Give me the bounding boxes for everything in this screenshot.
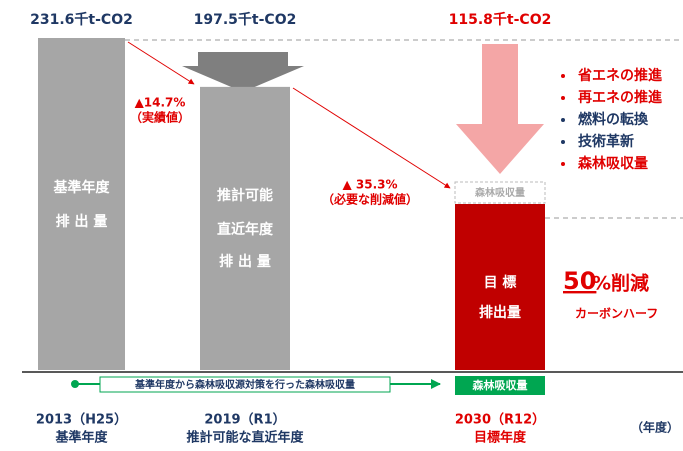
bar-label: 目 標 <box>484 274 517 291</box>
forest-box <box>454 181 546 204</box>
measure-item: 燃料の転換 <box>578 111 649 128</box>
bar-label: 直近年度 <box>217 221 274 238</box>
trend-arrow <box>127 41 195 85</box>
x-tick-label: 2019（R1） <box>204 412 285 428</box>
target-text: %削減 <box>592 272 649 295</box>
bar <box>200 86 290 370</box>
reduction-value: ▲14.7% <box>135 96 186 110</box>
bar-label: 排出量 <box>479 304 521 321</box>
x-tick-label: 2030（R12） <box>455 412 545 428</box>
x-tick-label: 2013（H25） <box>36 412 127 428</box>
value-label: 115.8千t-CO2 <box>449 11 552 28</box>
reduction-note: （必要な削減値） <box>322 192 418 207</box>
measure-item: 省エネの推進 <box>577 67 662 84</box>
measure-item: 技術革新 <box>578 133 634 150</box>
x-tick-sublabel: 基準年度 <box>54 430 108 446</box>
target-subtitle: カーボンハーフ <box>575 306 658 321</box>
bar-label: 推計可能 <box>217 187 273 204</box>
reduction-value: ▲ 35.3% <box>342 178 397 192</box>
forest-arrow-label: 基準年度から森林吸収源対策を行った森林吸収量 <box>134 378 355 391</box>
forest-arrow-box <box>99 376 391 393</box>
reduction-arrow <box>456 44 544 174</box>
reduction-arrow <box>182 52 304 92</box>
x-axis-label: （年度） <box>631 420 679 435</box>
bullet <box>561 74 565 78</box>
forest-box <box>455 376 545 395</box>
forest-label: 森林吸収量 <box>473 378 528 392</box>
measure-item: 森林吸収量 <box>578 155 648 172</box>
value-label: 197.5千t-CO2 <box>194 11 297 28</box>
reduction-note: （実績値） <box>130 110 190 125</box>
bar <box>38 38 125 370</box>
bar-label: 基準年度 <box>54 179 111 196</box>
x-tick-sublabel: 推計可能な直近年度 <box>186 430 304 446</box>
bullet <box>561 140 565 144</box>
bar <box>455 204 545 370</box>
forest-label: 森林吸収量 <box>474 186 525 199</box>
bullet <box>561 118 565 122</box>
measure-item: 再エネの推進 <box>578 89 662 106</box>
target-number: 50 <box>563 267 596 295</box>
value-label: 231.6千t-CO2 <box>30 11 133 28</box>
bar-label: 排 出 量 <box>219 253 271 270</box>
bullet <box>561 162 565 166</box>
bullet <box>561 96 565 100</box>
trend-arrow <box>292 87 451 189</box>
bar-label: 排 出 量 <box>56 213 108 230</box>
x-tick-sublabel: 目標年度 <box>474 430 527 446</box>
